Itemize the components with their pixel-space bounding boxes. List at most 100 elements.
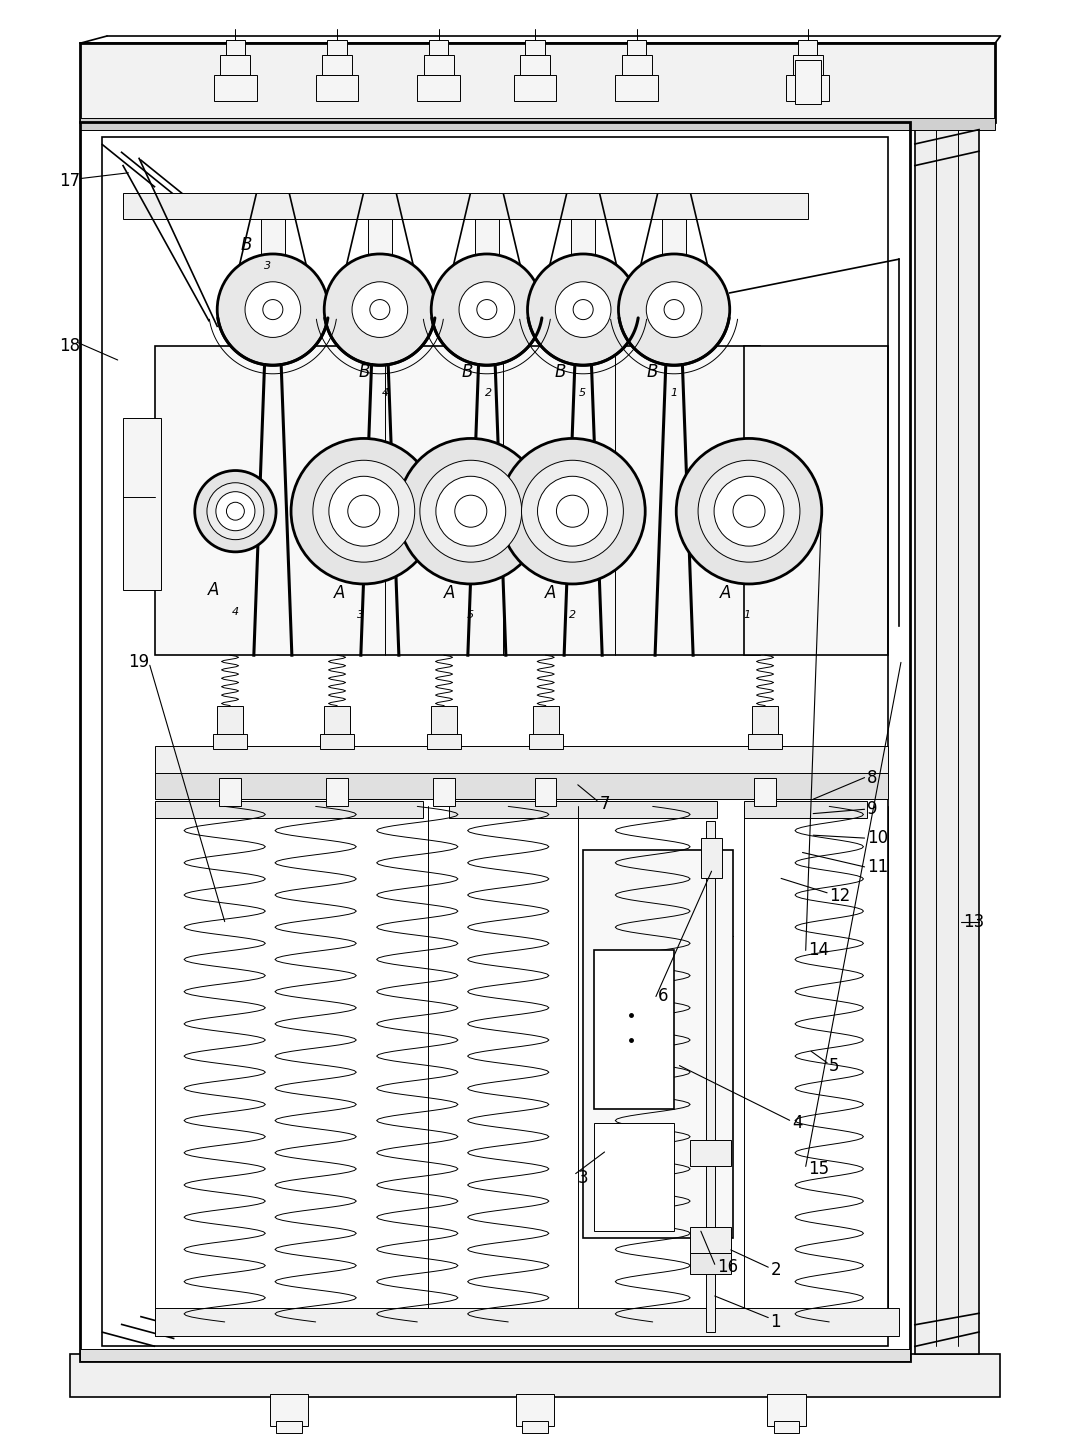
Text: A: A (209, 582, 219, 599)
Ellipse shape (618, 253, 730, 366)
Text: 4: 4 (232, 608, 239, 616)
Bar (102, 137, 888, 1346)
Bar (774, 1421, 799, 1433)
Ellipse shape (455, 495, 487, 527)
Ellipse shape (431, 253, 542, 366)
Bar (690, 1253, 731, 1274)
Bar (786, 75, 829, 101)
Bar (320, 734, 354, 749)
Text: 10: 10 (867, 829, 888, 847)
Ellipse shape (216, 491, 255, 531)
Ellipse shape (537, 477, 608, 546)
Text: A: A (546, 585, 556, 602)
Bar (520, 55, 550, 75)
Bar (622, 55, 652, 75)
Bar (449, 801, 717, 818)
Bar (276, 1421, 302, 1433)
Bar (80, 118, 995, 130)
Bar (701, 838, 722, 878)
Bar (217, 706, 243, 737)
Text: 14: 14 (808, 942, 829, 959)
Bar (368, 219, 392, 253)
Text: 4: 4 (382, 389, 388, 397)
Text: 6: 6 (658, 988, 669, 1005)
Bar (429, 40, 448, 55)
Bar (220, 55, 250, 75)
Ellipse shape (352, 282, 408, 337)
Ellipse shape (195, 471, 276, 552)
Ellipse shape (435, 477, 506, 546)
Bar (123, 418, 160, 590)
Ellipse shape (324, 253, 435, 366)
Bar (752, 706, 778, 737)
Text: 3: 3 (264, 262, 271, 271)
Bar (793, 55, 823, 75)
Bar (80, 1349, 910, 1361)
Bar (213, 734, 247, 749)
Ellipse shape (459, 282, 515, 337)
Ellipse shape (207, 482, 264, 540)
Bar (326, 778, 348, 806)
Text: 15: 15 (808, 1161, 829, 1178)
Ellipse shape (574, 300, 593, 320)
Bar (155, 746, 888, 775)
Bar (155, 773, 888, 799)
Bar (219, 778, 241, 806)
Ellipse shape (312, 461, 415, 562)
Bar (615, 75, 658, 101)
Text: 12: 12 (829, 887, 851, 904)
Bar (662, 219, 686, 253)
Bar (516, 1394, 554, 1426)
Text: B: B (241, 236, 251, 253)
Ellipse shape (217, 253, 328, 366)
Bar (571, 219, 595, 253)
Text: 16: 16 (717, 1259, 738, 1276)
Bar (594, 1123, 674, 1231)
Bar (431, 706, 457, 737)
Bar (627, 40, 646, 55)
Text: 5: 5 (468, 611, 474, 619)
Bar (690, 1227, 731, 1253)
Text: A: A (444, 585, 455, 602)
Bar (533, 706, 559, 737)
Bar (583, 850, 733, 1238)
Bar (748, 734, 782, 749)
Ellipse shape (555, 282, 611, 337)
Text: 3: 3 (578, 1169, 589, 1187)
Bar (767, 1394, 806, 1426)
Bar (123, 193, 808, 219)
Text: B: B (555, 363, 566, 380)
Ellipse shape (348, 495, 380, 527)
Text: 13: 13 (963, 913, 984, 930)
Text: A: A (334, 585, 345, 602)
Ellipse shape (676, 438, 822, 585)
Bar (535, 778, 556, 806)
Bar (594, 950, 674, 1109)
Ellipse shape (291, 438, 437, 585)
Text: 3: 3 (357, 611, 364, 619)
Bar (798, 40, 817, 55)
Text: 5: 5 (829, 1057, 840, 1074)
Bar (690, 1140, 731, 1166)
Bar (427, 734, 461, 749)
Bar (322, 55, 352, 75)
Text: 8: 8 (867, 769, 877, 786)
Bar (155, 346, 760, 655)
Ellipse shape (733, 495, 765, 527)
Text: B: B (358, 363, 369, 380)
Text: 2: 2 (770, 1261, 781, 1279)
Bar (327, 40, 347, 55)
Ellipse shape (521, 461, 624, 562)
Ellipse shape (227, 503, 244, 520)
Bar (795, 60, 821, 104)
Ellipse shape (477, 300, 496, 320)
Ellipse shape (370, 300, 389, 320)
Ellipse shape (263, 300, 282, 320)
Bar (915, 122, 979, 1354)
Text: 5: 5 (579, 389, 585, 397)
Text: 4: 4 (792, 1115, 802, 1132)
Text: A: A (720, 585, 731, 602)
Ellipse shape (698, 461, 800, 562)
Bar (433, 778, 455, 806)
Text: B: B (462, 363, 473, 380)
